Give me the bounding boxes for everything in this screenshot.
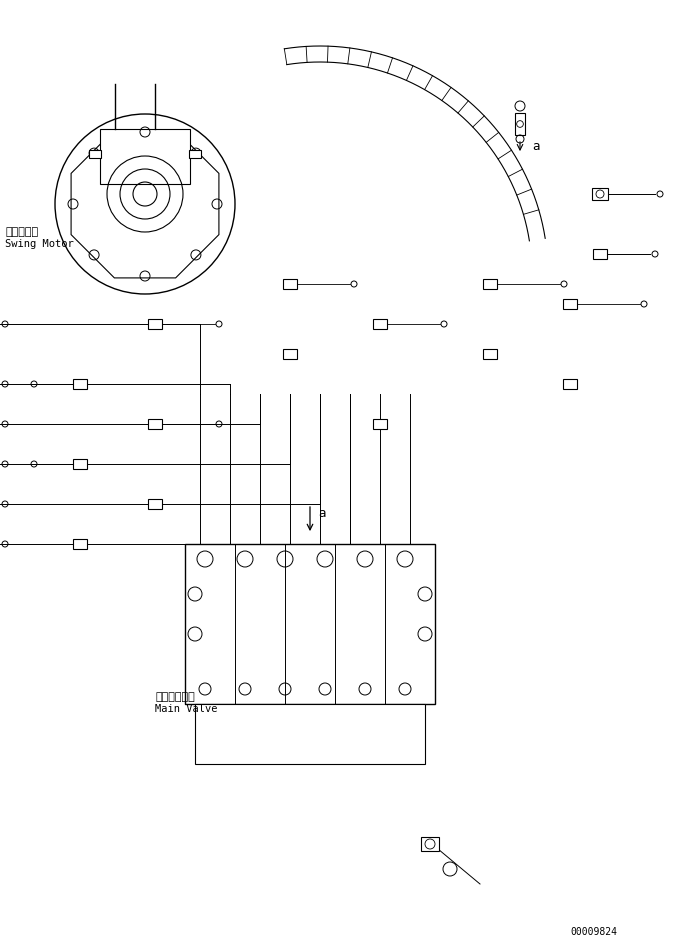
Bar — [421, 837, 439, 851]
Bar — [373, 419, 387, 430]
Text: a: a — [532, 140, 539, 153]
Bar — [563, 379, 577, 390]
Bar — [483, 279, 497, 290]
Bar — [73, 379, 87, 390]
Bar — [195, 704, 425, 765]
Bar — [283, 349, 297, 360]
Text: Swing Motor: Swing Motor — [5, 239, 74, 248]
Text: a: a — [318, 507, 325, 519]
Bar — [100, 130, 190, 185]
Bar — [148, 419, 162, 430]
Text: メインバルブ: メインバルブ — [155, 691, 195, 701]
Bar — [373, 320, 387, 329]
Bar — [89, 151, 101, 159]
Bar — [185, 545, 435, 704]
Bar — [563, 299, 577, 310]
Text: 旋回モータ: 旋回モータ — [5, 227, 38, 237]
Bar — [73, 539, 87, 549]
Bar — [483, 349, 497, 360]
Bar — [148, 320, 162, 329]
Bar — [148, 499, 162, 510]
Polygon shape — [71, 131, 219, 278]
Text: 00009824: 00009824 — [570, 926, 617, 936]
Text: Main Valve: Main Valve — [155, 703, 218, 714]
Bar — [189, 151, 201, 159]
Bar — [283, 279, 297, 290]
Bar — [73, 460, 87, 469]
Bar — [515, 114, 525, 136]
Bar — [593, 250, 607, 260]
Bar — [592, 189, 608, 201]
